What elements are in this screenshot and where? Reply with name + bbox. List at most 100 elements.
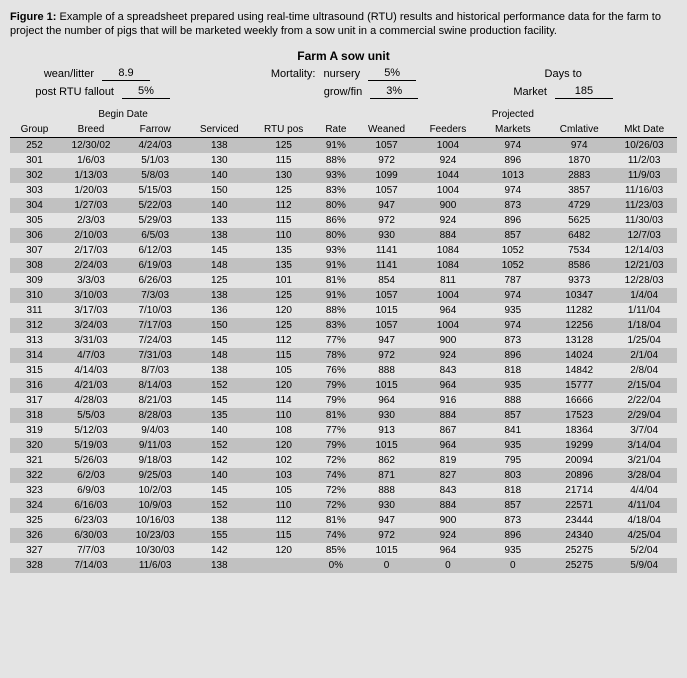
cell-markets: 841	[478, 423, 547, 438]
cell-weaned: 888	[356, 483, 418, 498]
col-group: Group	[10, 107, 59, 138]
cell-cumulative: 20896	[547, 468, 611, 483]
cell-cumulative: 18364	[547, 423, 611, 438]
cell-cumulative: 24340	[547, 528, 611, 543]
cell-rtu: 120	[251, 378, 316, 393]
cell-breed: 5/12/03	[59, 423, 123, 438]
cell-farrow: 10/30/03	[123, 543, 187, 558]
cell-group: 319	[10, 423, 59, 438]
cell-farrow: 11/6/03	[123, 558, 187, 573]
table-row: 3256/23/0310/16/0313811281%9479008732344…	[10, 513, 677, 528]
cell-cumulative: 9373	[547, 273, 611, 288]
cell-breed: 7/7/03	[59, 543, 123, 558]
col-serviced: Serviced	[187, 107, 251, 138]
cell-mkt-date: 11/2/03	[611, 153, 677, 168]
cell-rtu: 125	[251, 318, 316, 333]
farm-title: Farm A sow unit	[10, 49, 677, 63]
cell-cumulative: 14024	[547, 348, 611, 363]
cell-cumulative: 974	[547, 137, 611, 153]
table-row: 3011/6/035/1/0313011588%972924896187011/…	[10, 153, 677, 168]
cell-group: 326	[10, 528, 59, 543]
caption-bold: Figure 1:	[10, 11, 56, 23]
cell-mkt-date: 3/28/04	[611, 468, 677, 483]
col-farrow: Farrow	[123, 122, 187, 138]
cell-feeders: 1084	[417, 258, 478, 273]
cell-group: 327	[10, 543, 59, 558]
cell-serviced: 148	[187, 258, 251, 273]
cell-markets: 896	[478, 213, 547, 228]
cell-group: 322	[10, 468, 59, 483]
cell-group: 314	[10, 348, 59, 363]
cell-group: 312	[10, 318, 59, 333]
cell-feeders: 924	[417, 528, 478, 543]
cell-farrow: 8/21/03	[123, 393, 187, 408]
cell-mkt-date: 3/14/04	[611, 438, 677, 453]
table-row: 3072/17/036/12/0314513593%11411084105275…	[10, 243, 677, 258]
table-row: 3103/10/037/3/0313812591%105710049741034…	[10, 288, 677, 303]
cell-feeders: 964	[417, 303, 478, 318]
cell-cumulative: 6482	[547, 228, 611, 243]
table-row: 25212/30/024/24/0313812591%1057100497497…	[10, 137, 677, 153]
cell-breed: 3/24/03	[59, 318, 123, 333]
cell-cumulative: 7534	[547, 243, 611, 258]
cell-weaned: 964	[356, 393, 418, 408]
cell-markets: 857	[478, 228, 547, 243]
cell-serviced: 140	[187, 198, 251, 213]
cell-rtu: 135	[251, 243, 316, 258]
cell-feeders: 924	[417, 153, 478, 168]
cell-mkt-date: 11/16/03	[611, 183, 677, 198]
cell-rtu: 110	[251, 408, 316, 423]
cell-cumulative: 3857	[547, 183, 611, 198]
cell-group: 308	[10, 258, 59, 273]
cell-feeders: 1004	[417, 137, 478, 153]
table-row: 3287/14/0311/6/031380%000252755/9/04	[10, 558, 677, 573]
table-row: 3052/3/035/29/0313311586%972924896562511…	[10, 213, 677, 228]
cell-breed: 2/17/03	[59, 243, 123, 258]
cell-weaned: 972	[356, 528, 418, 543]
cell-group: 305	[10, 213, 59, 228]
cell-farrow: 9/18/03	[123, 453, 187, 468]
cell-feeders: 827	[417, 468, 478, 483]
cell-weaned: 1057	[356, 318, 418, 333]
cell-markets: 974	[478, 318, 547, 333]
cell-mkt-date: 5/2/04	[611, 543, 677, 558]
cell-breed: 6/9/03	[59, 483, 123, 498]
cell-feeders: 916	[417, 393, 478, 408]
cell-weaned: 1015	[356, 303, 418, 318]
cell-serviced: 145	[187, 243, 251, 258]
cell-farrow: 8/28/03	[123, 408, 187, 423]
cell-feeders: 964	[417, 378, 478, 393]
cell-markets: 935	[478, 378, 547, 393]
cell-rtu: 103	[251, 468, 316, 483]
cell-mkt-date: 5/9/04	[611, 558, 677, 573]
cell-farrow: 5/1/03	[123, 153, 187, 168]
cell-markets: 1052	[478, 243, 547, 258]
cell-weaned: 888	[356, 363, 418, 378]
cell-group: 303	[10, 183, 59, 198]
col-breed: Breed	[59, 122, 123, 138]
cell-mkt-date: 12/7/03	[611, 228, 677, 243]
cell-mkt-date: 4/11/04	[611, 498, 677, 513]
cell-rtu	[251, 558, 316, 573]
col-cmlative: Cmlative	[547, 107, 611, 138]
cell-rate: 93%	[316, 168, 356, 183]
table-body: 25212/30/024/24/0313812591%1057100497497…	[10, 137, 677, 573]
cell-group: 306	[10, 228, 59, 243]
cell-feeders: 924	[417, 213, 478, 228]
table-row: 3113/17/037/10/0313612088%10159649351128…	[10, 303, 677, 318]
cell-breed: 3/17/03	[59, 303, 123, 318]
table-row: 3236/9/0310/2/0314510572%888843818217144…	[10, 483, 677, 498]
cell-rtu: 120	[251, 438, 316, 453]
cell-farrow: 8/7/03	[123, 363, 187, 378]
cell-feeders: 964	[417, 543, 478, 558]
cell-group: 313	[10, 333, 59, 348]
parameters-grid: wean/litter 8.9 Mortality: nursery 5% Da…	[10, 67, 677, 99]
cell-cumulative: 14842	[547, 363, 611, 378]
cell-weaned: 871	[356, 468, 418, 483]
table-row: 3185/5/038/28/0313511081%930884857175232…	[10, 408, 677, 423]
cell-weaned: 862	[356, 453, 418, 468]
cell-mkt-date: 4/25/04	[611, 528, 677, 543]
cell-farrow: 4/24/03	[123, 137, 187, 153]
cell-mkt-date: 12/21/03	[611, 258, 677, 273]
cell-breed: 4/28/03	[59, 393, 123, 408]
